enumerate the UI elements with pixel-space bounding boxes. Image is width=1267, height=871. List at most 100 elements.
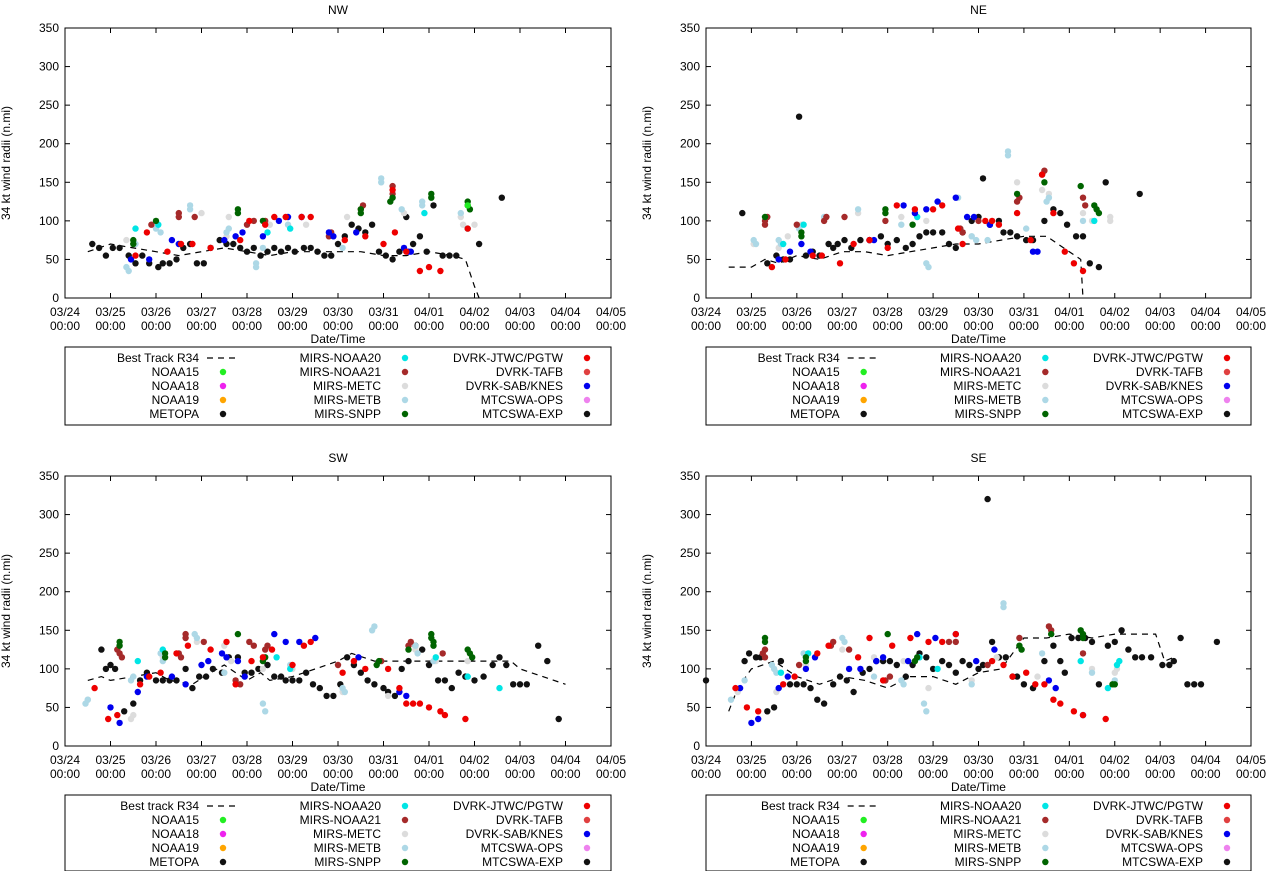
point-mtcswa-exp — [535, 642, 542, 649]
legend-label: MIRS-NOAA21 — [300, 813, 382, 827]
y-tick-label: 150 — [680, 623, 700, 637]
point-mtcswa-exp — [375, 248, 383, 255]
legend-marker-dvrk-jtwc-pgtw — [1223, 802, 1231, 810]
point-dvrk-sab-knes — [914, 630, 921, 638]
y-tick-label: 150 — [39, 623, 59, 637]
plot-frame — [64, 475, 612, 747]
point-dvrk-jtwc-pgtw — [825, 642, 832, 649]
point-mtcswa-exp — [209, 665, 217, 673]
x-tick-label-time: 00:00 — [1145, 767, 1175, 781]
point-mirs-noaa21 — [830, 638, 837, 646]
point-mtcswa-exp — [130, 700, 137, 707]
legend-box — [705, 794, 1252, 871]
point-dvrk-jtwc-pgtw — [207, 244, 214, 252]
legend-marker-dvrk-sab-knes — [1223, 382, 1231, 390]
point-mtcswa-exp — [916, 233, 923, 240]
point-dvrk-jtwc-pgtw — [164, 248, 171, 255]
point-dvrk-jtwc-pgtw — [743, 704, 751, 711]
point-dvrk-jtwc-pgtw — [1079, 267, 1087, 275]
best-track-line — [728, 235, 1084, 299]
legend-label: METOPA — [149, 855, 199, 869]
point-mtcswa-exp — [1061, 669, 1069, 676]
x-tick-label-date: 03/29 — [918, 753, 948, 767]
x-tick-label-time: 00:00 — [736, 767, 766, 781]
legend-label: DVRK-JTWC/PGTW — [453, 351, 564, 365]
x-tick-label-time: 00:00 — [459, 767, 489, 781]
point-mtcswa-exp — [555, 715, 562, 723]
chart-panel-nw: NW05010015020025030035003/2400:0003/2500… — [0, 3, 626, 426]
x-tick-label-date: 03/27 — [186, 305, 216, 319]
point-mirs-snpp — [884, 630, 891, 638]
legend-label: MTCSWA-EXP — [1122, 855, 1203, 869]
legend-label: MIRS-METC — [953, 379, 1021, 393]
point-mtcswa-exp — [1102, 179, 1109, 186]
point-mtcswa-exp — [834, 240, 841, 248]
point-dvrk-jtwc-pgtw — [884, 244, 891, 252]
point-dvrk-jtwc-pgtw — [416, 267, 424, 275]
point-dvrk-jtwc-pgtw — [1057, 700, 1064, 707]
legend-marker-mirs-metc — [1042, 830, 1049, 838]
point-dvrk-jtwc-pgtw — [879, 677, 887, 684]
point-mtcswa-exp — [909, 240, 916, 248]
x-tick-label-time: 00:00 — [1054, 319, 1084, 333]
point-mirs-noaa21 — [952, 638, 959, 646]
point-dvrk-jtwc-pgtw — [925, 638, 932, 646]
point-mtcswa-exp — [152, 677, 160, 684]
point-mtcswa-exp — [764, 260, 771, 267]
point-mtcswa-exp — [439, 252, 446, 259]
legend-marker-mirs-metc — [401, 830, 409, 838]
point-mtcswa-exp — [173, 256, 180, 263]
x-tick-label-time: 00:00 — [50, 319, 80, 333]
point-mtcswa-exp — [857, 236, 864, 244]
plot-frame — [705, 475, 1252, 747]
point-mtcswa-exp — [434, 677, 442, 684]
point-mirs-metc — [459, 221, 467, 228]
point-mirs-noaa20 — [1077, 657, 1084, 665]
point-mtcswa-exp — [902, 673, 909, 680]
x-tick-label-date: 04/04 — [1191, 753, 1221, 767]
x-tick-label-time: 00:00 — [1236, 319, 1266, 333]
x-tick-label-time: 00:00 — [141, 319, 171, 333]
point-mtcswa-exp — [271, 673, 278, 680]
point-mtcswa-exp — [979, 661, 987, 669]
point-mtcswa-exp — [510, 681, 517, 688]
point-dvrk-jtwc-pgtw — [814, 650, 821, 657]
point-mtcswa-exp — [102, 665, 110, 673]
x-tick-label-time: 00:00 — [505, 319, 535, 333]
x-tick-label-time: 00:00 — [50, 767, 80, 781]
x-tick-label-date: 03/31 — [368, 753, 398, 767]
point-mirs-metb — [727, 696, 735, 703]
point-mtcswa-exp — [139, 252, 146, 259]
point-dvrk-sab-knes — [223, 654, 230, 661]
point-mirs-metc — [130, 711, 137, 719]
legend-marker-mirs-metb — [401, 396, 409, 404]
legend-label: NOAA19 — [792, 841, 840, 855]
legend-label: NOAA15 — [152, 365, 200, 379]
legend-label: Best track R34 — [761, 799, 840, 813]
legend-box — [705, 346, 1252, 426]
point-dvrk-jtwc-pgtw — [403, 700, 410, 707]
point-mtcswa-exp — [1095, 263, 1103, 271]
point-dvrk-sab-knes — [1029, 248, 1037, 255]
x-tick-label-time: 00:00 — [873, 319, 903, 333]
x-tick-label-time: 00:00 — [414, 767, 444, 781]
point-mirs-metb — [125, 267, 132, 275]
legend-marker-metopa — [860, 410, 867, 418]
point-mtcswa-exp — [1072, 233, 1080, 240]
point-mtcswa-exp — [480, 673, 487, 680]
legend-label: NOAA19 — [152, 393, 200, 407]
point-mirs-noaa20 — [800, 221, 807, 228]
x-tick-label-date: 03/24 — [691, 305, 721, 319]
point-mtcswa-exp — [820, 700, 828, 707]
x-tick-label-date: 03/26 — [141, 305, 171, 319]
point-mirs-snpp — [882, 206, 889, 213]
x-tick-label-time: 00:00 — [782, 319, 812, 333]
x-tick-label-time: 00:00 — [1054, 767, 1084, 781]
point-dvrk-sab-knes — [355, 654, 362, 661]
point-mirs-snpp — [798, 233, 805, 240]
point-mtcswa-exp — [430, 202, 437, 209]
point-dvrk-jtwc-pgtw — [298, 213, 305, 221]
legend-label: MIRS-METB — [954, 393, 1021, 407]
legend-marker-dvrk-sab-knes — [583, 830, 591, 838]
point-mtcswa-exp — [159, 677, 166, 684]
